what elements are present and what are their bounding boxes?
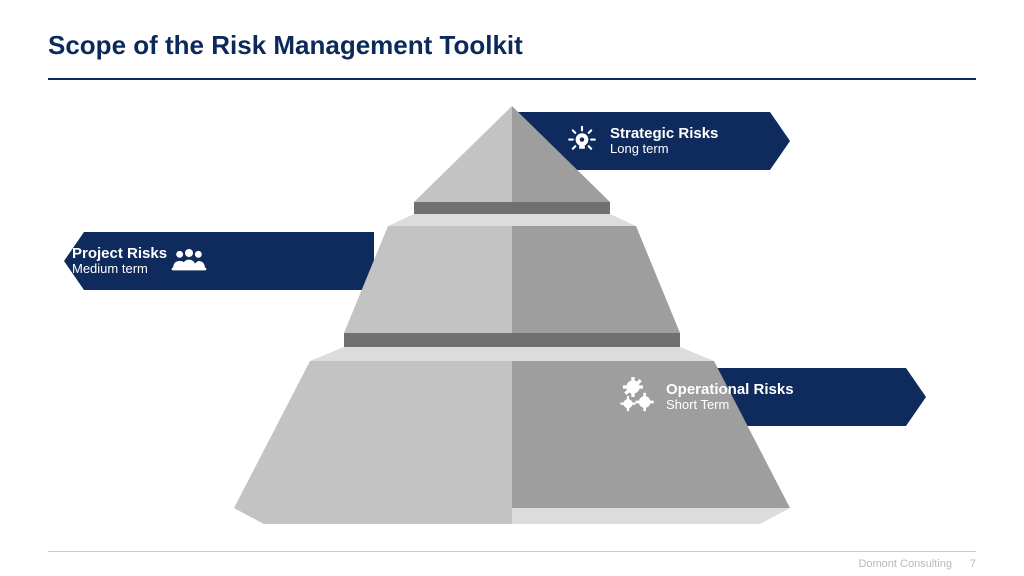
team-icon [167, 239, 211, 283]
ribbon-project: Project Risks Medium term [64, 232, 374, 290]
title-underline [48, 78, 976, 80]
slide-title: Scope of the Risk Management Toolkit [48, 30, 523, 61]
footer-brand: Domont Consulting [858, 558, 952, 570]
ribbon-strategic: Strategic Risks Long term [510, 112, 790, 170]
ribbon-title: Strategic Risks [610, 125, 718, 142]
ribbon-title: Operational Risks [666, 381, 794, 398]
lightbulb-icon [560, 119, 604, 163]
gears-icon [616, 375, 660, 419]
footer-divider [48, 551, 976, 552]
ribbon-subtitle: Medium term [72, 262, 167, 277]
ribbon-subtitle: Long term [610, 142, 718, 157]
pyramid-diagram: Strategic Risks Long term Project Risks … [0, 100, 1024, 530]
pyramid-tier-middle [344, 214, 680, 347]
ribbon-operational: Operational Risks Short Term [566, 368, 926, 426]
page-number: 7 [970, 558, 976, 570]
ribbon-title: Project Risks [72, 245, 167, 262]
ribbon-subtitle: Short Term [666, 398, 794, 413]
